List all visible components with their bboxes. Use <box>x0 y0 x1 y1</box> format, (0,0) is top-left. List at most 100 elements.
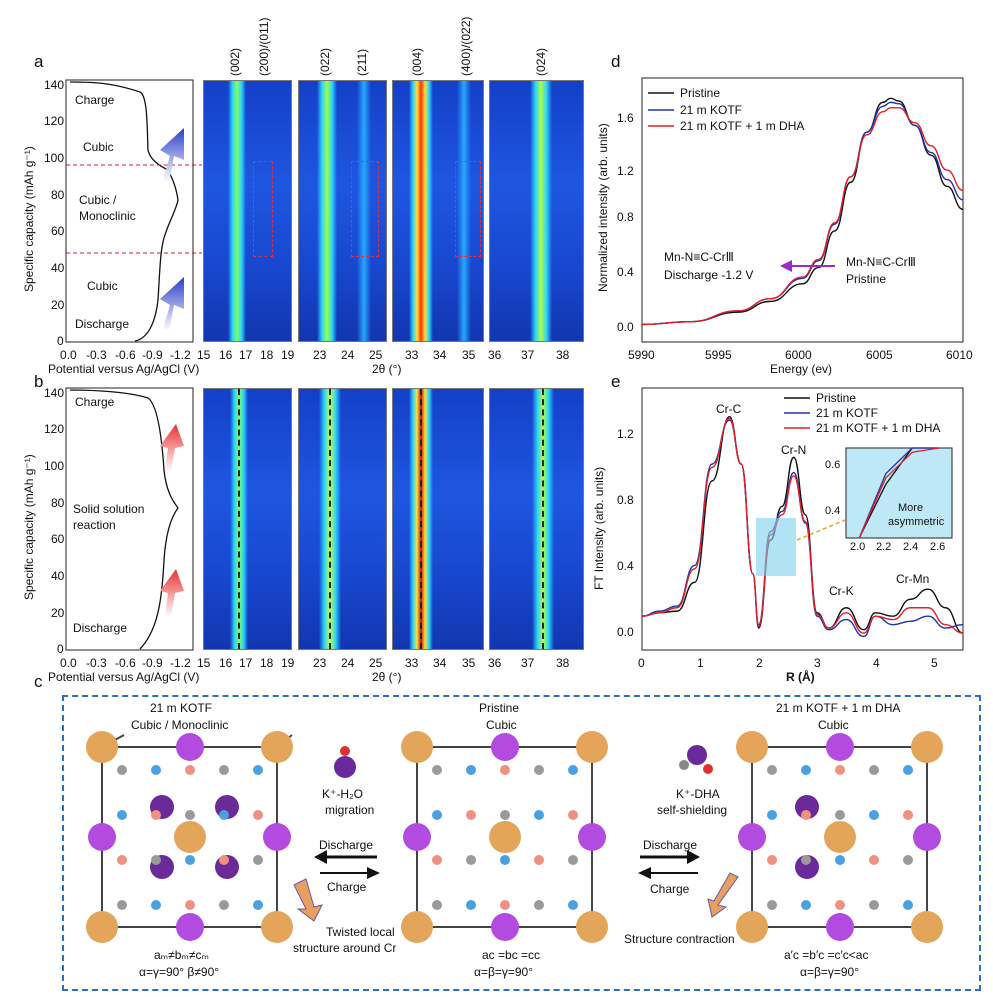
lattice-equation: aᴄ =bᴄ =cᴄ <box>482 948 541 962</box>
charge-discharge-curves <box>65 79 202 651</box>
xtick: 2.6 <box>930 541 946 553</box>
atom <box>432 765 442 775</box>
annotation-d: Mn-N≡C-CrⅢ <box>664 250 734 264</box>
lattice-equation: a′ᴄ =b′ᴄ =c′ᴄ<aᴄ <box>784 948 869 962</box>
legend-label: 21 m KOTF + 1 m DHA <box>680 119 805 133</box>
xtick: 2.2 <box>876 541 892 553</box>
curve-b <box>69 389 179 650</box>
xtick: 0.0 <box>60 656 77 670</box>
ytick: 0.0 <box>617 625 634 639</box>
legend-label: 21 m KOTF + 1 m DHA <box>816 421 941 435</box>
atom <box>219 810 229 820</box>
x-axis-label-a: Potential versus Ag/AgCl (V) <box>48 362 200 376</box>
atom <box>903 900 913 910</box>
atom <box>869 900 879 910</box>
ytick: 0.8 <box>617 493 634 507</box>
x-axis-label-e: R (Å) <box>786 670 815 684</box>
panel-label-a: a <box>34 52 44 71</box>
annotation-mixed: Monoclinic <box>79 209 136 223</box>
schematic-title: 21 m KOTF <box>150 701 213 715</box>
atom <box>500 765 510 775</box>
lattice-right <box>736 731 943 943</box>
annotation-discharge: Discharge <box>75 317 130 331</box>
charge-label: Charge <box>650 882 690 896</box>
ytick: 0.6 <box>825 459 841 471</box>
xtick: 37 <box>521 348 535 362</box>
lattice-equation: α=β=γ=90° <box>800 965 860 979</box>
xtick: 35 <box>462 656 476 670</box>
xtick: 5 <box>931 656 938 670</box>
ytick: 40 <box>51 569 65 583</box>
atom <box>466 810 476 820</box>
series-line-3 <box>641 417 964 634</box>
schematic-note: structure around Cr <box>293 941 397 955</box>
lattice-left <box>86 731 293 943</box>
xtick: 16 <box>219 656 233 670</box>
xtick: 3 <box>814 656 821 670</box>
xtick: 36 <box>488 656 502 670</box>
xtick: 0 <box>638 656 645 670</box>
ytick: 120 <box>44 422 65 436</box>
atom <box>432 855 442 865</box>
peak-label: Cr-C <box>716 402 742 416</box>
ytick: 60 <box>51 532 65 546</box>
atom <box>219 765 229 775</box>
xtick: 37 <box>521 656 535 670</box>
heatmap-b-3 <box>392 388 484 650</box>
atom <box>534 900 544 910</box>
heatmap-a-4 <box>489 80 584 342</box>
schematic-title: Pristine <box>479 701 520 715</box>
series-line-1 <box>641 416 964 634</box>
atom <box>117 855 127 865</box>
crystal-schematic <box>86 731 943 943</box>
ytick: 0.0 <box>617 320 634 334</box>
arrowhead-icon <box>780 260 792 272</box>
heatmap-b-1 <box>203 388 292 650</box>
atom <box>869 765 879 775</box>
panel-label-e: e <box>611 372 621 391</box>
atom <box>801 810 811 820</box>
xas-exafs-charts <box>641 77 964 651</box>
xtick: 6005 <box>866 348 893 362</box>
xtick: 34 <box>433 656 447 670</box>
atom <box>568 765 578 775</box>
atom <box>903 855 913 865</box>
atom <box>151 900 161 910</box>
xtick: 33 <box>405 656 419 670</box>
ytick: 80 <box>51 496 65 510</box>
xtick: 2.4 <box>903 541 919 553</box>
atom <box>466 900 476 910</box>
y-axis-label-d: Normalized intensity (arb. units) <box>596 123 610 292</box>
atom <box>835 810 845 820</box>
atom <box>151 765 161 775</box>
atom <box>767 810 777 820</box>
schematic-title: Cubic <box>486 718 517 732</box>
ytick: 80 <box>51 188 65 202</box>
blue-arrow-icon <box>160 277 184 331</box>
inset-frame <box>845 447 953 539</box>
atom <box>903 765 913 775</box>
contraction-arrow-icon <box>707 872 739 918</box>
panel-label-b: b <box>34 372 44 391</box>
annotation-d: Mn-N≡C-CrⅢ <box>846 255 916 269</box>
xtick: 23 <box>313 348 327 362</box>
red-arrow-icon <box>160 569 184 617</box>
discharge-label: Discharge <box>643 838 698 852</box>
atom <box>219 855 229 865</box>
inset-series-line-2 <box>858 447 939 539</box>
xtick: 19 <box>281 348 295 362</box>
atom <box>767 900 777 910</box>
annotation-charge: Charge <box>75 93 115 107</box>
xtick: -1.2 <box>170 656 191 670</box>
atom <box>568 810 578 820</box>
xtick: 25 <box>369 348 383 362</box>
atom <box>117 765 127 775</box>
atom <box>253 855 263 865</box>
xtick: -0.6 <box>115 348 136 362</box>
atom <box>869 810 879 820</box>
xtick: 36 <box>488 348 502 362</box>
atom <box>568 855 578 865</box>
lattice-mid <box>401 731 608 943</box>
xtick: 18 <box>260 656 274 670</box>
atom <box>534 810 544 820</box>
